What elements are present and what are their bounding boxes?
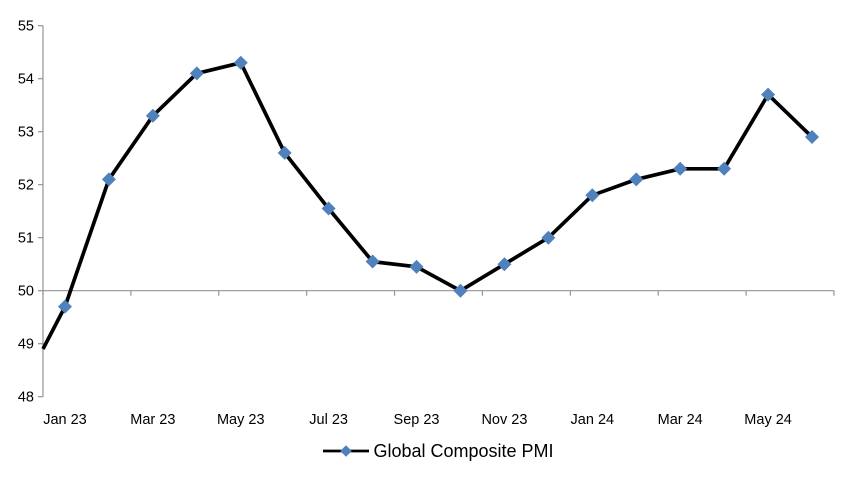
x-tick-label: Jan 23 bbox=[43, 412, 87, 428]
data-point-marker bbox=[233, 55, 248, 70]
x-tick-label: Mar 24 bbox=[658, 412, 703, 428]
x-tick-label: Sep 23 bbox=[394, 412, 440, 428]
data-point-marker bbox=[453, 283, 468, 298]
data-point-marker bbox=[673, 161, 688, 176]
y-tick-label: 53 bbox=[18, 125, 34, 141]
data-point-marker bbox=[717, 161, 732, 176]
y-tick-label: 49 bbox=[18, 337, 34, 353]
data-point-marker bbox=[541, 230, 556, 245]
data-point-marker bbox=[629, 172, 644, 187]
data-point-marker bbox=[145, 108, 160, 123]
data-point-marker bbox=[57, 299, 72, 314]
y-tick-label: 54 bbox=[18, 72, 34, 88]
data-point-marker bbox=[409, 259, 424, 274]
y-tick-labels: 48 49 50 51 52 53 54 55 bbox=[18, 19, 34, 406]
y-axis bbox=[38, 25, 44, 398]
y-tick-label: 51 bbox=[18, 231, 34, 247]
data-point-marker bbox=[321, 201, 336, 216]
x-tick-label: May 23 bbox=[217, 412, 265, 428]
series-markers bbox=[57, 55, 820, 314]
data-point-marker bbox=[365, 254, 380, 269]
data-point-marker bbox=[585, 188, 600, 203]
data-point-marker bbox=[101, 172, 116, 187]
data-point-marker bbox=[497, 257, 512, 272]
data-point-marker bbox=[805, 130, 820, 144]
y-tick-label: 50 bbox=[18, 284, 34, 300]
x-tick-label: Nov 23 bbox=[481, 412, 527, 428]
y-tick-label: 48 bbox=[18, 390, 34, 406]
y-tick-label: 52 bbox=[18, 178, 34, 194]
x-tick-label: May 24 bbox=[744, 412, 792, 428]
legend-label: Global Composite PMI bbox=[373, 441, 554, 461]
legend-marker-icon bbox=[323, 445, 370, 457]
x-tick-label: Jul 23 bbox=[309, 412, 348, 428]
data-point-marker bbox=[761, 87, 776, 102]
pmi-series-line bbox=[41, 60, 814, 350]
data-point-marker bbox=[277, 145, 292, 160]
y-tick-label: 55 bbox=[18, 19, 34, 35]
legend-diamond-marker bbox=[340, 445, 353, 457]
x-axis bbox=[42, 290, 835, 296]
legend: Global Composite PMI bbox=[43, 440, 834, 462]
x-tick-labels: Jan 23 Mar 23 May 23 Jul 23 Sep 23 Nov 23 Jan … bbox=[43, 412, 792, 428]
x-tick-label: Mar 23 bbox=[130, 412, 175, 428]
x-tick-label: Jan 24 bbox=[571, 412, 615, 428]
data-point-marker bbox=[189, 66, 204, 81]
